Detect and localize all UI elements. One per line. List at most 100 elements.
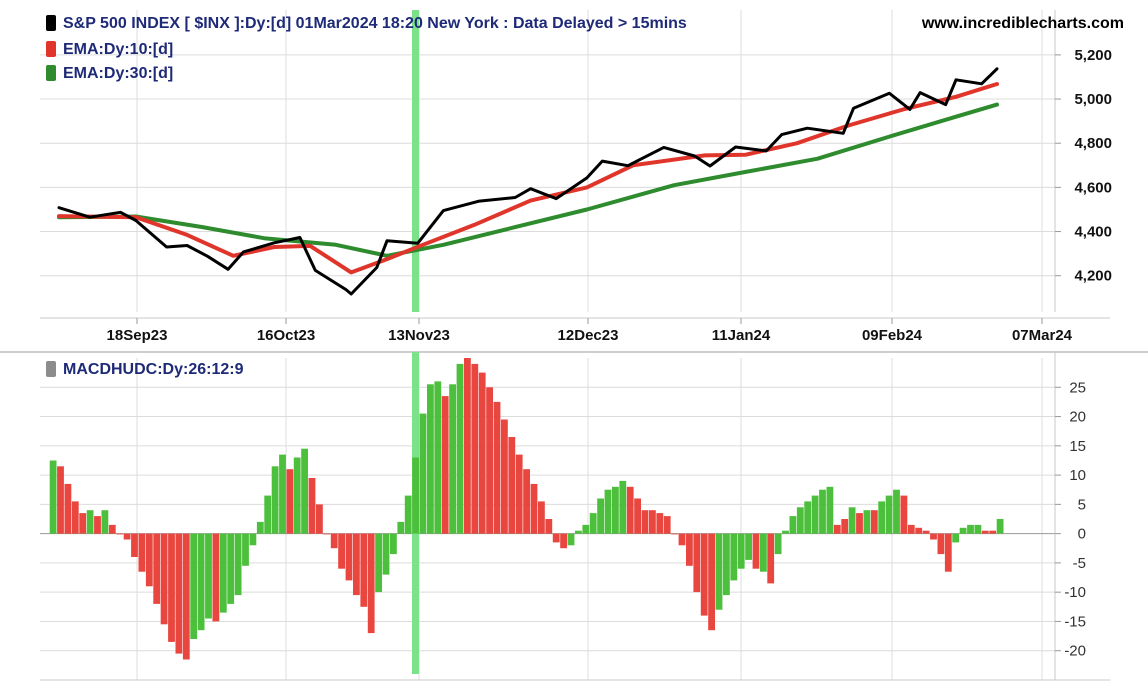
macd-legend-label: MACDHUDC:Dy:26:12:9 — [63, 361, 244, 378]
macd-bar — [649, 510, 656, 534]
macd-bar — [922, 530, 930, 534]
macd-bar — [478, 372, 486, 534]
price-tick-label: 4,800 — [1074, 135, 1112, 152]
price-tick-label: 5,200 — [1074, 47, 1112, 64]
macd-bar — [153, 533, 161, 604]
macd-tick-label: 10 — [1069, 467, 1086, 484]
macd-bar — [227, 533, 235, 604]
macd-bar — [597, 498, 604, 534]
macd-bar — [101, 510, 109, 534]
macd-bar — [767, 533, 775, 584]
macd-bar — [604, 489, 612, 534]
macd-tick-label: 15 — [1069, 438, 1086, 455]
ema10-legend-label: EMA:Dy:10:[d] — [63, 41, 173, 58]
macd-bar — [686, 533, 693, 566]
macd-bar — [427, 384, 434, 534]
macd-bar — [663, 516, 671, 534]
macd-bar — [671, 533, 678, 535]
macd-bar — [641, 510, 649, 534]
macd-bar — [870, 510, 878, 534]
macd-bar — [160, 533, 168, 625]
macd-bar — [981, 530, 989, 534]
macd-bar — [316, 504, 323, 534]
macd-bar — [508, 437, 516, 534]
price-plot — [57, 67, 999, 296]
macd-tick-label: -15 — [1064, 613, 1086, 630]
date-highlight-bar-price — [412, 10, 419, 312]
macd-bar — [168, 533, 175, 642]
macd-bar — [94, 516, 101, 534]
macd-bar — [242, 533, 249, 566]
date-tick-label: 09Feb24 — [862, 327, 923, 344]
macd-histogram — [49, 358, 1004, 660]
macd-bar — [656, 513, 664, 534]
macd-bar — [182, 533, 190, 660]
macd-bar — [634, 498, 641, 534]
macd-bar — [286, 469, 294, 534]
macd-bar — [197, 533, 205, 631]
macd-bar — [959, 527, 967, 534]
website-watermark: www.incrediblecharts.com — [921, 15, 1124, 32]
date-tick-label: 07Mar24 — [1012, 327, 1073, 344]
macd-bar — [693, 533, 701, 593]
macd-tick-label: 0 — [1078, 526, 1086, 543]
macd-bar — [131, 533, 138, 557]
macd-bar — [907, 524, 915, 534]
macd-tick-label: -5 — [1073, 555, 1086, 572]
macd-bar — [538, 501, 545, 534]
macd-bar — [841, 519, 849, 534]
macd-bar — [64, 483, 72, 534]
macd-bar — [678, 533, 686, 546]
macd-tick-label: 5 — [1078, 496, 1086, 513]
macd-bar — [79, 513, 87, 534]
macd-bar — [833, 524, 841, 534]
macd-bar — [878, 501, 886, 534]
macd-bar — [900, 495, 908, 534]
macd-tick-label: -20 — [1064, 643, 1086, 660]
macd-bar — [464, 358, 471, 534]
macd-bar — [575, 530, 582, 534]
macd-bar — [264, 495, 272, 534]
macd-bar — [486, 387, 493, 534]
macd-bar — [86, 510, 94, 534]
macd-bar — [404, 495, 412, 534]
macd-bar — [397, 521, 405, 534]
macd-bar — [930, 533, 937, 540]
macd-bar — [390, 533, 397, 555]
date-tick-label: 16Oct23 — [257, 327, 315, 344]
ema30-legend-swatch — [46, 65, 56, 81]
price-legend-swatch — [46, 15, 56, 31]
macd-bar — [190, 533, 198, 639]
macd-bar — [493, 401, 501, 534]
price-y-axis: 4,200 4,400 4,600 4,800 5,000 5,200 — [1055, 47, 1112, 285]
macd-bar — [279, 454, 286, 534]
macd-bar — [367, 533, 375, 634]
macd-bar — [626, 486, 634, 534]
macd-bar — [952, 533, 960, 543]
macd-grid — [40, 358, 1055, 680]
macd-bar — [330, 533, 338, 549]
macd-bar — [619, 480, 627, 534]
macd-bar — [760, 533, 767, 572]
macd-bar — [545, 519, 553, 534]
macd-bar — [885, 495, 893, 534]
macd-bar — [826, 486, 834, 534]
macd-bar — [552, 533, 560, 543]
macd-bar — [375, 533, 382, 593]
macd-bar — [57, 466, 64, 534]
macd-tick-label: 25 — [1069, 379, 1086, 396]
macd-bar — [175, 533, 183, 654]
macd-bar — [256, 521, 264, 534]
macd-bar — [138, 533, 146, 572]
macd-bar — [567, 533, 575, 546]
macd-bar — [752, 533, 760, 569]
chart-title: S&P 500 INDEX [ $INX ]:Dy:[d] 01Mar2024 … — [63, 15, 687, 32]
macd-bar — [308, 478, 316, 534]
macd-bar — [560, 533, 567, 549]
macd-bar — [989, 530, 997, 534]
macd-bar — [967, 524, 974, 534]
macd-bar — [715, 533, 723, 610]
macd-bar — [774, 533, 782, 555]
macd-bar — [996, 519, 1004, 534]
